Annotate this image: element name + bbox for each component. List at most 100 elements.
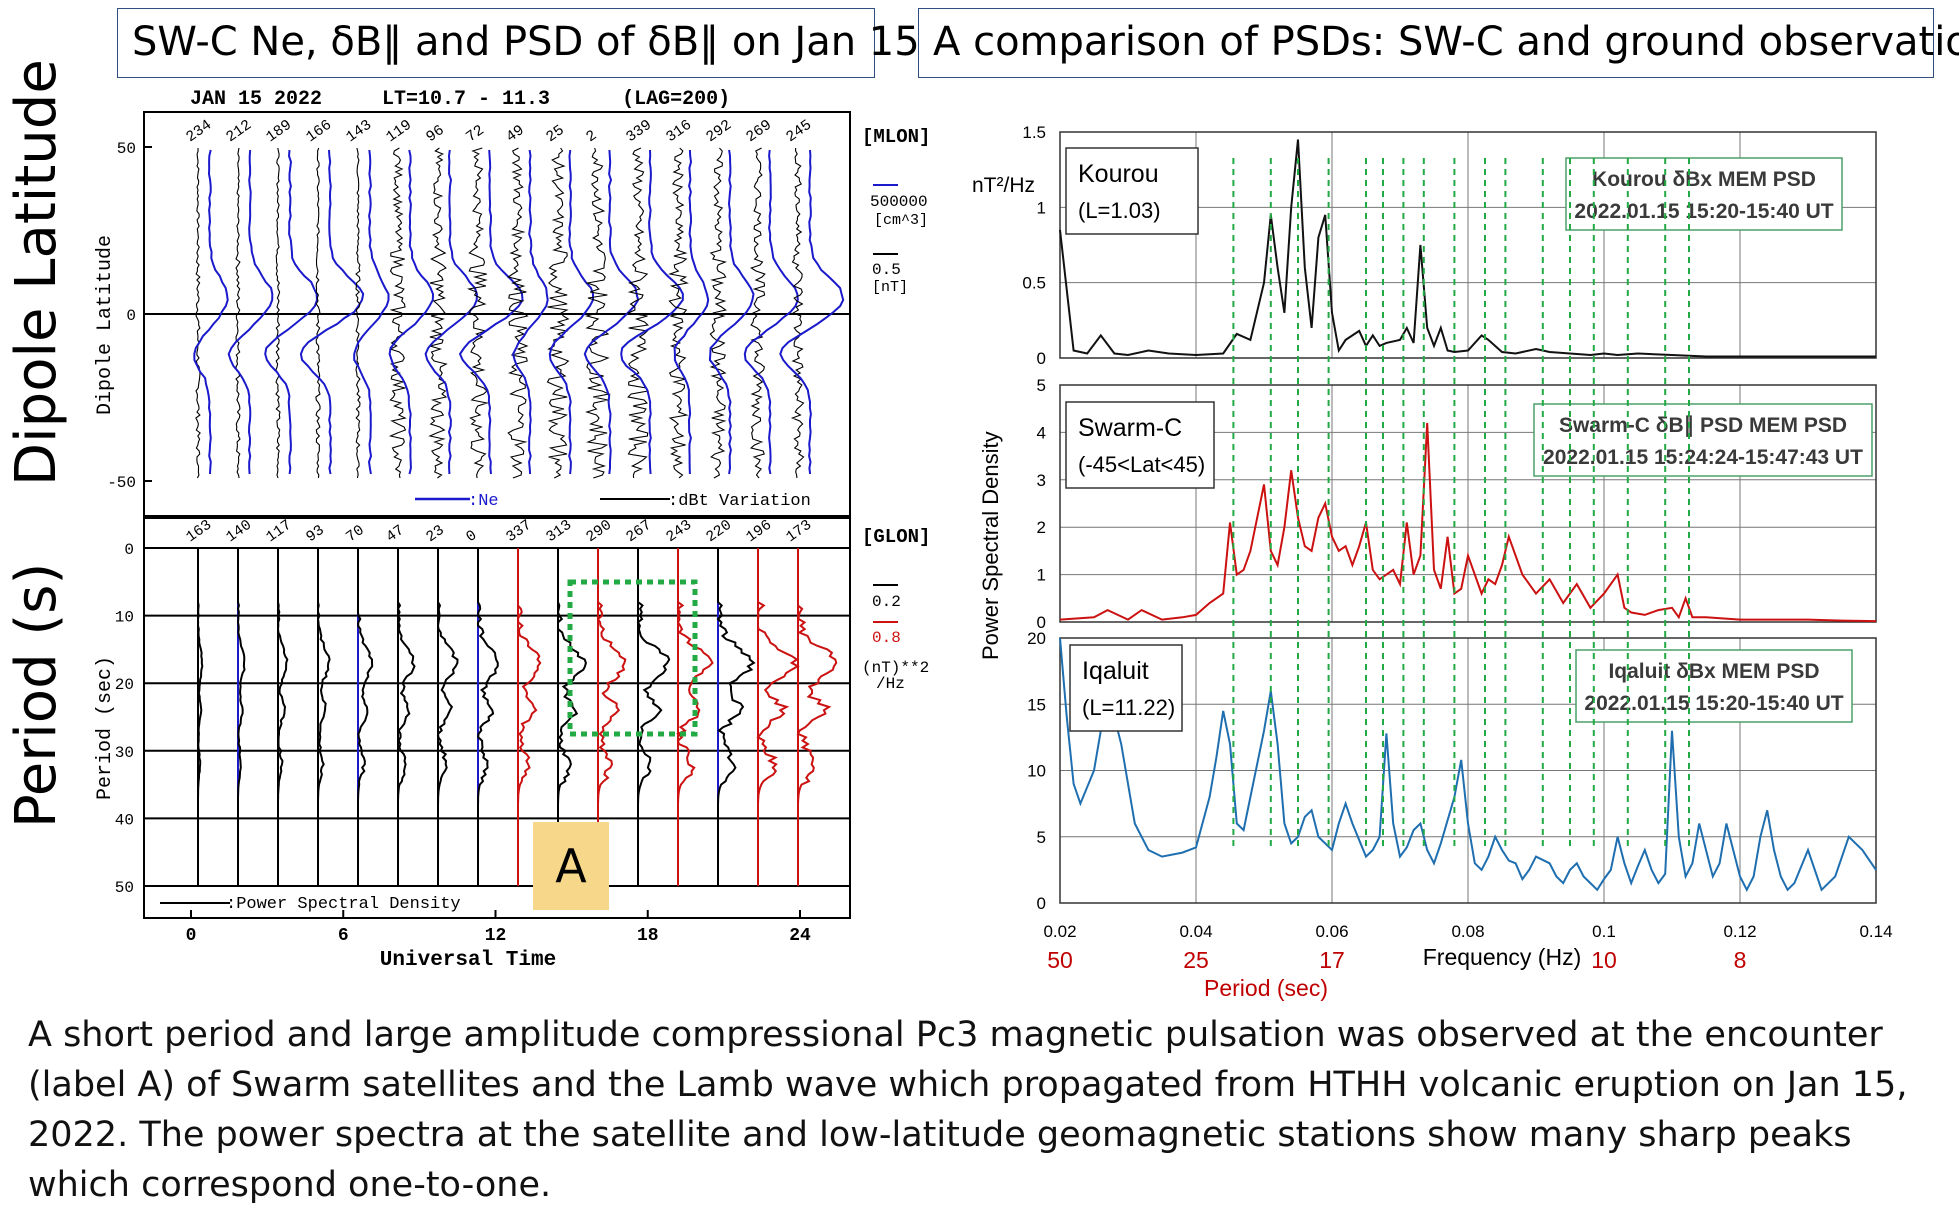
ut-tick-label: 12: [485, 926, 507, 946]
legend-psd: :Power Spectral Density: [226, 895, 461, 914]
freq-tick-label: 0.08: [1451, 922, 1484, 941]
dbt-variation-trace: [790, 148, 805, 479]
scale-ne-unit: [cm^3]: [874, 212, 928, 229]
dbt-variation-trace: [355, 147, 361, 479]
label-a-box: [533, 822, 609, 910]
ne-trace: [620, 149, 684, 475]
ne-trace: [779, 149, 845, 475]
period-tick-label: 8: [1734, 947, 1747, 973]
ytick-label: 15: [1027, 695, 1046, 714]
panel-frame: [1059, 384, 1877, 623]
psd-trace: [196, 548, 204, 886]
ytick-label: 0.5: [1022, 274, 1046, 293]
period-tick-label: 40: [115, 811, 134, 829]
bottom-ylabel: Period (sec): [94, 656, 117, 800]
psd-trace: [236, 548, 246, 886]
station-l-value: (L=1.03): [1078, 198, 1161, 223]
ne-trace: [673, 149, 710, 475]
scale-db-value: 0.5: [872, 261, 901, 279]
dbt-variation-trace: [315, 147, 321, 479]
top-ytick-label: -50: [107, 474, 136, 492]
legend-db: :dBt Variation: [668, 492, 811, 511]
mem-legend-title: Iqaluit δBx MEM PSD: [1608, 660, 1819, 683]
ytick-label: 1: [1037, 198, 1046, 217]
period-tick-label: 25: [1183, 947, 1209, 973]
dbt-variation-trace: [584, 147, 611, 479]
ne-trace: [583, 149, 640, 475]
period-tick-label: 20: [115, 676, 134, 694]
freq-tick-label: 0.12: [1723, 922, 1756, 941]
period-tick-label: 10: [1591, 947, 1617, 973]
station-label-box: [1069, 644, 1183, 732]
psd-series-iqaluit: [1059, 637, 1877, 892]
left-title: SW-C Ne, δB‖ and PSD of δB‖ on Jan 15: [117, 8, 920, 78]
psd-trace: [516, 548, 542, 886]
station-label-box: [1065, 401, 1215, 489]
ytick-label: 4: [1037, 423, 1046, 442]
scale-ne-value: 500000: [870, 193, 928, 211]
period-tick-label: 50: [1047, 947, 1073, 973]
ut-tick-label: 24: [789, 926, 811, 946]
station-label-box: [1065, 147, 1199, 235]
ut-tick-label: 18: [637, 926, 659, 946]
mlon-tag: [MLON]: [862, 126, 930, 148]
dbt-variation-trace: [749, 147, 766, 479]
freq-tick-label: 0.1: [1592, 922, 1616, 941]
ytick-label: 10: [1027, 762, 1046, 781]
dbt-variation-trace: [195, 147, 201, 479]
psd-trace: [276, 548, 289, 886]
mem-legend-time: 2022.01.15 15:20-15:40 UT: [1574, 200, 1833, 223]
mem-legend-title: Swarm-C δB∥ PSD MEM PSD: [1559, 414, 1847, 437]
scale-unit-1: (nT)**2: [862, 659, 929, 677]
period-xlabel: Period (sec): [1204, 975, 1328, 1001]
mem-legend-box: [1565, 157, 1843, 231]
psd-trace: [796, 548, 838, 886]
psd-trace: [476, 548, 499, 886]
bottom-panel-frame: [143, 517, 851, 919]
ytick-label: 1: [1037, 566, 1046, 585]
psd-trace: [716, 548, 756, 886]
psd-series-kourou: [1059, 139, 1876, 358]
station-l-value: (L=11.22): [1082, 695, 1175, 720]
bottom-xlabel: Universal Time: [380, 949, 556, 972]
top-ytick-label: 50: [117, 140, 136, 158]
psd-trace: [636, 548, 671, 886]
ne-trace: [548, 149, 594, 475]
dbt-variation-trace: [506, 147, 529, 479]
highlight-box: [567, 579, 698, 737]
dbt-variation-trace: [626, 147, 649, 479]
station-name: Iqaluit: [1082, 657, 1149, 685]
period-tick-label: 50: [115, 879, 134, 897]
ne-trace: [424, 149, 478, 475]
station-l-value: (-45<Lat<45): [1078, 452, 1205, 477]
period-tick-label: 17: [1319, 947, 1345, 973]
ne-trace: [264, 149, 319, 475]
mem-legend-box: [1533, 403, 1873, 477]
station-name: Swarm-C: [1078, 414, 1182, 442]
ne-trace: [353, 149, 390, 475]
dbt-variation-trace: [388, 147, 407, 479]
left-plot-header: JAN 15 2022 LT=10.7 - 11.3 (LAG=200): [190, 88, 730, 111]
ytick-label: 5: [1037, 828, 1046, 847]
dbt-variation-trace: [709, 147, 728, 479]
ytick-label: 2: [1037, 518, 1046, 537]
psd-trace: [756, 548, 800, 886]
ne-trace: [227, 149, 274, 475]
ne-trace: [299, 149, 365, 475]
dbt-variation-trace: [668, 147, 689, 479]
ne-trace: [193, 149, 229, 475]
glon-tag: [GLON]: [862, 526, 930, 548]
figure-caption: A short period and large amplitude compr…: [28, 1015, 1908, 1205]
panel-frame: [1059, 131, 1877, 359]
psd-trace: [357, 548, 374, 886]
scale-unit-2: /Hz: [876, 675, 905, 693]
ytick-label: 0: [1037, 349, 1046, 368]
psd-series-swarm-c: [1059, 422, 1877, 623]
kourou-yunit: nT²/Hz: [972, 174, 1035, 197]
right-title: A comparison of PSDs: SW-C and ground ob…: [918, 8, 1959, 78]
psd-trace: [316, 548, 331, 886]
period-tick-label: 0: [124, 541, 134, 559]
legend-ne: :Ne: [468, 492, 499, 511]
ytick-label: 0: [1037, 894, 1046, 913]
ne-trace: [388, 149, 435, 475]
